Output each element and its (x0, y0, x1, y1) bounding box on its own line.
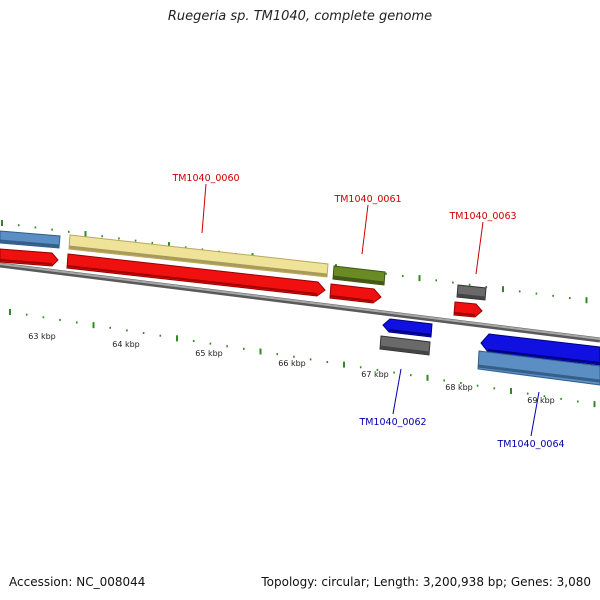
genome-backbone (0, 262, 600, 343)
feature-red-arrow-0061[interactable] (329, 283, 382, 304)
feature-blue-arrow-0062[interactable] (382, 318, 433, 338)
forward-strand-features (0, 230, 487, 318)
topology-text: Topology: circular; Length: 3,200,938 bp… (261, 575, 591, 589)
scale-label-68kbp: 68 kbp (445, 383, 473, 392)
gene-label-tm1040-0064[interactable]: TM1040_0064 (496, 439, 564, 450)
feature-gene-tm1040-0060[interactable] (68, 234, 329, 278)
gene-labels: TM1040_0060 TM1040_0061 TM1040_0063 TM10… (171, 173, 564, 450)
scale-label-64kbp: 64 kbp (112, 340, 140, 349)
scale-label-65kbp: 65 kbp (195, 349, 223, 358)
map-title: Ruegeria sp. TM1040, complete genome (167, 9, 433, 24)
scale-label-63kbp: 63 kbp (28, 332, 56, 341)
scale-label-67kbp: 67 kbp (361, 370, 389, 379)
gene-label-tm1040-0063[interactable]: TM1040_0063 (448, 211, 516, 222)
feature-blue-arrow-0064[interactable] (480, 333, 600, 366)
accession-text: Accession: NC_008044 (9, 575, 146, 589)
lower-tick-ruler (9, 309, 596, 408)
scale-label-69kbp: 69 kbp (527, 396, 555, 405)
gene-label-tm1040-0062[interactable]: TM1040_0062 (358, 417, 426, 428)
scale-label-66kbp: 66 kbp (278, 359, 306, 368)
scale-labels: 63 kbp 64 kbp 65 kbp 66 kbp 67 kbp 68 kb… (28, 332, 555, 405)
reverse-strand-features (379, 318, 600, 386)
gene-label-tm1040-0060[interactable]: TM1040_0060 (171, 173, 239, 184)
gene-label-tm1040-0061[interactable]: TM1040_0061 (333, 194, 401, 205)
